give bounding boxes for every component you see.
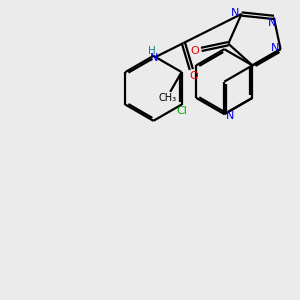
Text: H: H	[148, 46, 155, 56]
Text: N: N	[231, 8, 239, 18]
Text: O: O	[190, 46, 199, 56]
Text: Cl: Cl	[177, 106, 188, 116]
Text: O: O	[189, 71, 198, 81]
Text: CH₃: CH₃	[158, 93, 176, 103]
Text: N: N	[271, 43, 279, 53]
Text: N: N	[226, 111, 234, 121]
Text: N: N	[150, 52, 159, 63]
Text: N: N	[268, 18, 277, 28]
